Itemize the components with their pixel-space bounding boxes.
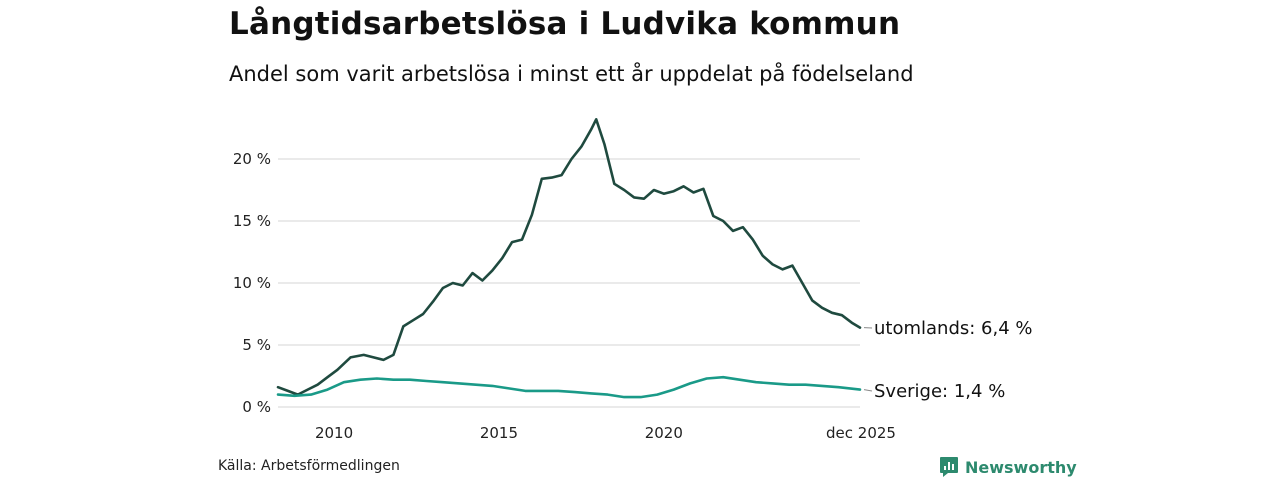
newsworthy-logo-icon — [940, 457, 958, 477]
series-line-utomlands — [276, 118, 862, 396]
brand-logo: Newsworthy — [939, 456, 1077, 478]
chart-subtitle: Andel som varit arbetslösa i minst ett å… — [229, 62, 914, 86]
y-tick-label: 10 % — [233, 274, 271, 292]
x-tick-label: 2020 — [645, 424, 683, 442]
x-axis-tick-labels: 2010 2015 2020 dec 2025 — [315, 424, 896, 442]
y-axis-tick-labels: 0 % 5 % 10 % 15 % 20 % — [233, 150, 271, 416]
series-end-label-utomlands: utomlands: 6,4 % — [874, 318, 1033, 339]
source-note: Källa: Arbetsförmedlingen — [218, 458, 400, 474]
label-leader-line — [863, 389, 873, 392]
x-tick-label: dec 2025 — [826, 424, 896, 442]
series-lines — [276, 118, 862, 399]
series-end-labels: utomlands: 6,4 % Sverige: 1,4 % — [863, 318, 1033, 402]
brand-name: Newsworthy — [965, 457, 1077, 477]
series-line-sverige — [276, 375, 862, 399]
y-tick-label: 5 % — [242, 336, 271, 354]
y-tick-label: 20 % — [233, 150, 271, 168]
chart-title: Långtidsarbetslösa i Ludvika kommun — [229, 6, 901, 42]
x-tick-label: 2010 — [315, 424, 353, 442]
x-tick-label: 2015 — [480, 424, 518, 442]
series-end-label-sverige: Sverige: 1,4 % — [874, 381, 1005, 402]
grid-lines — [278, 158, 860, 408]
y-tick-label: 15 % — [233, 212, 271, 230]
y-tick-label: 0 % — [242, 398, 271, 416]
